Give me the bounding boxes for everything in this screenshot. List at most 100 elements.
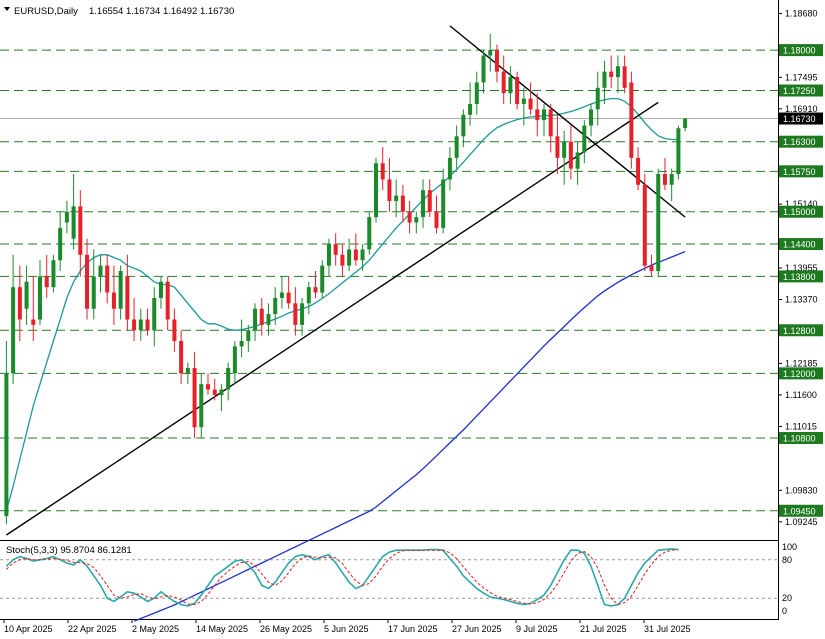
candle-body xyxy=(293,303,298,325)
candle-body xyxy=(98,265,103,277)
candle xyxy=(602,60,607,104)
candle-body xyxy=(595,87,600,110)
candle xyxy=(414,211,419,234)
stoch-tick-label: 20 xyxy=(782,593,792,603)
candle xyxy=(515,71,520,110)
candlesticks xyxy=(4,33,688,525)
ma-fast-line xyxy=(5,97,679,511)
candle xyxy=(642,174,647,271)
candle-body xyxy=(488,50,493,56)
candle-body xyxy=(528,98,533,110)
date-tick-label: 27 Jun 2025 xyxy=(452,624,502,634)
candle xyxy=(273,287,278,325)
candle-body xyxy=(434,211,439,228)
candle-body xyxy=(138,319,143,331)
candle-body xyxy=(185,367,190,374)
candle-body xyxy=(340,254,345,266)
candle xyxy=(676,125,681,180)
moving-average-fast xyxy=(5,97,679,511)
candle xyxy=(615,55,620,94)
collapse-triangle-icon[interactable] xyxy=(4,7,10,11)
candle xyxy=(266,303,271,336)
candle-body xyxy=(447,157,452,180)
price-tick-label: 1.09245 xyxy=(785,517,818,527)
candle xyxy=(125,254,130,331)
candle xyxy=(78,190,83,277)
candle-body xyxy=(602,71,607,88)
candle-body xyxy=(481,55,486,83)
date-tick-label: 14 May 2025 xyxy=(196,624,248,634)
candle-body xyxy=(266,314,271,325)
trendline[interactable] xyxy=(6,101,659,536)
candle-body xyxy=(286,292,291,304)
candle-body xyxy=(461,114,466,137)
candle-body xyxy=(615,66,620,78)
horizontal-levels xyxy=(0,49,778,512)
candle-body xyxy=(656,174,661,271)
candle xyxy=(622,55,627,94)
candle xyxy=(468,82,473,126)
candle xyxy=(17,265,22,342)
candle xyxy=(226,362,231,401)
candle xyxy=(85,238,90,320)
current-price-badge: 1.16730 xyxy=(779,112,823,125)
candle xyxy=(219,384,224,412)
candle-body xyxy=(542,109,546,121)
level-badge xyxy=(779,84,823,97)
level-badge-label: 1.15000 xyxy=(783,207,816,217)
candle-body xyxy=(91,276,96,309)
candle xyxy=(347,238,352,271)
stoch-tick-label: 80 xyxy=(782,555,792,565)
price-tick-label: 1.12185 xyxy=(785,358,818,368)
candle xyxy=(494,44,499,83)
candle-body xyxy=(320,265,325,293)
candle xyxy=(555,114,560,175)
candle-body xyxy=(575,152,580,169)
candle xyxy=(387,157,392,212)
candle xyxy=(199,373,204,439)
level-badge-label: 1.18000 xyxy=(783,46,816,56)
candle xyxy=(192,351,197,439)
candle xyxy=(669,168,674,201)
level-badge xyxy=(779,135,823,148)
candle xyxy=(649,254,654,277)
price-tick-label: 1.15140 xyxy=(785,199,818,209)
level-badge xyxy=(779,270,823,283)
chart-symbol-label: EURUSD,Daily xyxy=(14,6,78,17)
candle xyxy=(441,168,446,234)
date-tick-label: 10 Apr 2025 xyxy=(4,624,53,634)
candle xyxy=(535,93,540,137)
candle xyxy=(91,249,96,320)
date-tick-label: 22 Apr 2025 xyxy=(68,624,117,634)
chart-ohlc-values: 1.16554 1.16734 1.16492 1.16730 xyxy=(89,6,234,17)
candle-body xyxy=(662,174,667,185)
candle-body xyxy=(676,128,681,175)
candle xyxy=(145,308,150,336)
candle xyxy=(185,362,190,385)
price-tick-label: 1.11015 xyxy=(785,421,817,431)
candle xyxy=(4,341,9,525)
candle-body xyxy=(239,341,244,347)
candle-body xyxy=(387,179,392,201)
stoch-tick-label: 100 xyxy=(782,542,797,552)
candle-body xyxy=(158,281,163,298)
price-tick-label: 1.18680 xyxy=(785,8,818,18)
candle-body xyxy=(535,109,540,121)
candle xyxy=(98,254,103,293)
candle xyxy=(179,330,184,385)
candle xyxy=(118,265,123,320)
candle-body xyxy=(326,244,331,266)
candle xyxy=(111,265,116,325)
candle xyxy=(683,118,688,132)
date-axis: 10 Apr 2025 22 Apr 2025 2 May 2025 14 May 2… xyxy=(3,619,691,634)
candle-body xyxy=(494,50,499,72)
candle-body xyxy=(85,254,90,309)
candle-body xyxy=(38,276,42,320)
date-tick-label: 17 Jun 2025 xyxy=(388,624,438,634)
candle-body xyxy=(400,195,405,212)
candle-body xyxy=(226,367,231,390)
candle-body xyxy=(347,249,352,266)
candle xyxy=(447,147,452,191)
candle-body xyxy=(118,271,123,309)
